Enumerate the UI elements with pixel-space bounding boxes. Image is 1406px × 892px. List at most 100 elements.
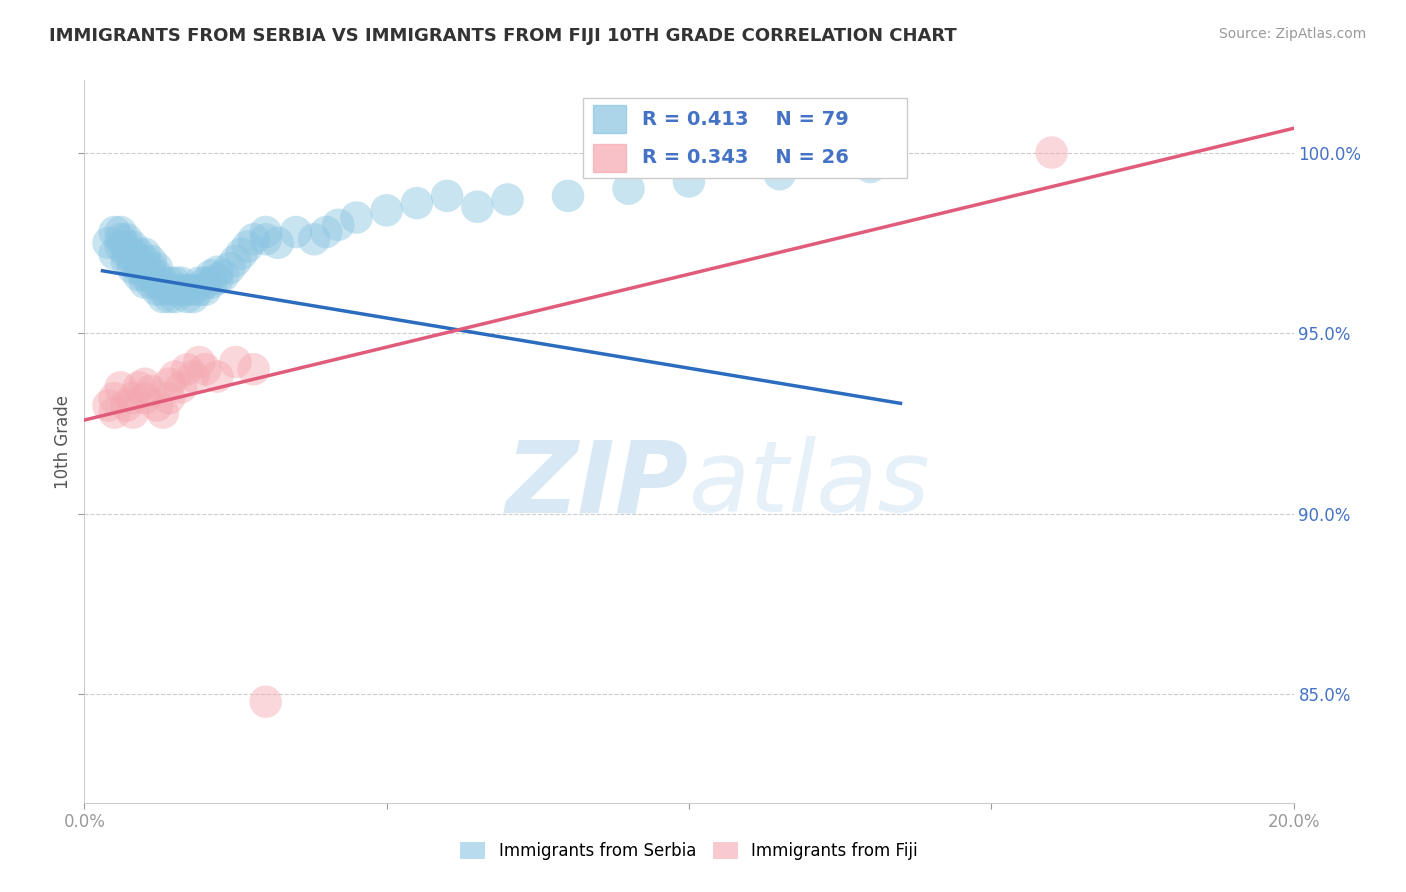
Text: IMMIGRANTS FROM SERBIA VS IMMIGRANTS FROM FIJI 10TH GRADE CORRELATION CHART: IMMIGRANTS FROM SERBIA VS IMMIGRANTS FRO… (49, 27, 957, 45)
Point (181, 283, 204, 297)
Point (139, 254, 162, 268)
Point (128, 268, 150, 283)
Point (146, 261, 169, 276)
Point (436, 189, 458, 203)
Point (139, 384, 162, 398)
Point (152, 283, 174, 297)
Text: R = 0.413    N = 79: R = 0.413 N = 79 (641, 111, 848, 129)
Point (110, 239, 132, 253)
Point (121, 261, 143, 276)
Point (115, 239, 138, 253)
Point (1040, 145, 1063, 160)
Point (678, 174, 700, 188)
Point (200, 268, 222, 283)
Point (165, 290, 187, 304)
Point (188, 276, 211, 290)
Point (157, 290, 180, 304)
Point (200, 276, 222, 290)
Point (104, 391, 127, 405)
Point (254, 695, 277, 709)
Point (496, 193, 519, 207)
Point (157, 276, 180, 290)
Point (110, 232, 132, 246)
Point (97, 235, 120, 250)
Point (194, 283, 217, 297)
Point (231, 246, 253, 260)
Point (157, 391, 180, 405)
Text: R = 0.343    N = 26: R = 0.343 N = 26 (641, 148, 849, 167)
Text: ZIP: ZIP (506, 436, 689, 533)
Point (146, 398, 169, 412)
Point (152, 290, 174, 304)
Point (121, 391, 143, 405)
Point (121, 254, 143, 268)
Point (207, 272, 229, 286)
Point (170, 276, 193, 290)
Point (146, 268, 169, 283)
Point (375, 203, 398, 218)
Point (242, 362, 264, 376)
Point (115, 246, 138, 260)
Point (115, 232, 138, 246)
Point (617, 182, 640, 196)
Point (134, 376, 156, 391)
Point (181, 369, 204, 384)
Point (769, 167, 792, 181)
Point (121, 246, 143, 260)
Point (188, 283, 211, 297)
Point (134, 391, 156, 405)
Point (176, 362, 198, 376)
Point (152, 406, 174, 420)
Point (134, 261, 156, 276)
Point (139, 268, 162, 283)
Point (188, 355, 211, 369)
Point (146, 283, 169, 297)
Point (134, 246, 156, 260)
Point (236, 239, 259, 253)
Legend: Immigrants from Serbia, Immigrants from Fiji: Immigrants from Serbia, Immigrants from … (454, 835, 924, 867)
Point (176, 290, 198, 304)
Point (302, 232, 325, 246)
Point (146, 276, 169, 290)
Y-axis label: 10th Grade: 10th Grade (53, 394, 72, 489)
Point (115, 254, 138, 268)
Point (128, 246, 150, 260)
Point (859, 160, 882, 174)
Point (285, 225, 308, 239)
Point (110, 225, 132, 239)
Point (121, 239, 143, 253)
Point (406, 196, 429, 211)
Point (207, 265, 229, 279)
Text: atlas: atlas (689, 436, 931, 533)
Point (315, 225, 337, 239)
Point (152, 276, 174, 290)
Point (254, 232, 277, 246)
FancyBboxPatch shape (593, 144, 626, 172)
Point (104, 225, 127, 239)
Point (139, 261, 162, 276)
Text: Source: ZipAtlas.com: Source: ZipAtlas.com (1219, 27, 1367, 41)
Point (97, 398, 120, 412)
Point (165, 369, 187, 384)
Point (128, 261, 150, 276)
Point (225, 355, 247, 369)
Point (128, 380, 150, 394)
Point (267, 235, 290, 250)
Point (104, 406, 127, 420)
Point (328, 218, 350, 232)
Point (225, 254, 247, 268)
Point (134, 268, 156, 283)
Point (170, 380, 193, 394)
Point (557, 189, 579, 203)
Point (134, 254, 156, 268)
Point (104, 246, 127, 260)
Point (165, 283, 187, 297)
Point (115, 398, 138, 412)
Point (212, 268, 235, 283)
Point (218, 261, 240, 276)
Point (134, 276, 156, 290)
FancyBboxPatch shape (583, 98, 907, 178)
FancyBboxPatch shape (593, 105, 626, 134)
Point (110, 380, 132, 394)
Point (346, 211, 368, 225)
